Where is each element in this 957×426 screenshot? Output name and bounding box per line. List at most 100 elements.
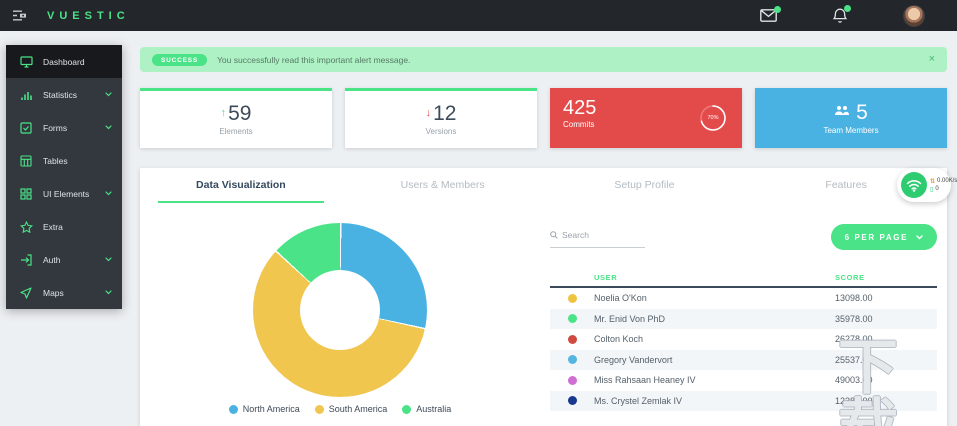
commits-count: 425 <box>563 97 597 119</box>
col-header-score: SCORE <box>835 272 865 282</box>
table-row[interactable]: Gregory Vandervort 25537.00 <box>550 349 937 370</box>
commits-progress-ring: 70% <box>698 103 728 133</box>
statistics-icon <box>19 89 33 101</box>
table-body: Noelia O'Kon 13098.00 Mr. Enid Von PhD 3597… <box>550 288 937 411</box>
versions-label: Versions <box>425 127 457 136</box>
table-controls: 6 PER PAGE <box>550 224 937 250</box>
notifications-icon[interactable] <box>833 4 851 24</box>
sidebar-item-label: Maps <box>43 287 64 298</box>
sidebar-item-forms[interactable]: Forms <box>6 111 122 144</box>
chart-column: North America South America Australia <box>140 202 540 414</box>
trend-up-icon: ↑ <box>220 107 227 119</box>
legend-item-south-america[interactable]: South America <box>314 404 388 414</box>
per-page-label: 6 PER PAGE <box>844 232 908 242</box>
tab-users-members[interactable]: Users & Members <box>400 179 485 191</box>
message-badge-dot <box>774 6 781 13</box>
top-navbar: VUESTIC <box>0 0 957 31</box>
score-table: USER SCORE Noelia O'Kon 13098.00 Mr. Enid … <box>550 268 937 411</box>
chart-legend: North America South America Australia <box>140 404 540 414</box>
sidebar-item-label: Extra <box>43 221 63 232</box>
user-color-dot <box>568 293 577 303</box>
sidebar-item-label: Forms <box>43 122 68 133</box>
commits-progress-label: 70% <box>707 115 719 121</box>
user-score-cell: 13098.00 <box>835 293 873 304</box>
user-score-cell: 12383.00 <box>835 395 873 406</box>
brand-logo[interactable]: VUESTIC <box>47 9 130 22</box>
search-box[interactable] <box>550 226 645 248</box>
elements-count: 59 <box>228 102 252 125</box>
search-input[interactable] <box>562 230 642 240</box>
auth-icon <box>19 253 33 266</box>
sidebar-item-label: UI Elements <box>43 188 90 199</box>
chevron-down-icon <box>105 257 112 262</box>
tab-features[interactable]: Features <box>825 179 867 191</box>
sidebar-item-auth[interactable]: Auth <box>6 243 122 276</box>
donut-hole <box>300 270 380 350</box>
table-row[interactable]: Noelia O'Kon 13098.00 <box>550 288 937 309</box>
versions-count: 12 <box>433 102 457 125</box>
sidebar-item-statistics[interactable]: Statistics <box>6 78 122 111</box>
chevron-down-icon <box>105 125 112 130</box>
sidebar-item-label: Statistics <box>43 89 78 100</box>
chevron-down-icon <box>105 191 112 196</box>
per-page-button[interactable]: 6 PER PAGE <box>830 224 937 250</box>
net-speed-widget[interactable]: ⇅ 0.00K/s ▯ 0 <box>897 168 957 202</box>
stat-card-elements[interactable]: ↑ 59 Elements <box>140 88 332 148</box>
legend-item-australia[interactable]: Australia <box>402 404 451 414</box>
user-color-dot <box>568 375 577 385</box>
sidebar-item-ui-elements[interactable]: UI Elements <box>6 177 122 210</box>
net-count-value: 0 <box>935 186 939 192</box>
table-row[interactable]: Mr. Enid Von PhD 35978.00 <box>550 308 937 329</box>
success-alert: SUCCESS You successfully read this impor… <box>140 47 947 72</box>
forms-icon <box>19 121 33 134</box>
tab-data-visualization[interactable]: Data Visualization <box>140 168 342 203</box>
legend-label: North America <box>242 404 300 414</box>
trend-down-icon: ↓ <box>425 107 432 119</box>
user-name-cell: Noelia O'Kon <box>594 293 647 304</box>
legend-label: South America <box>328 404 388 414</box>
search-icon <box>550 226 558 244</box>
stat-card-commits[interactable]: 425 Commits 70% <box>550 88 742 148</box>
user-color-dot <box>568 396 577 406</box>
tab-panel: North America South America Australia 6 PE… <box>140 202 947 414</box>
legend-dot <box>314 404 324 414</box>
donut-chart[interactable] <box>253 223 427 397</box>
tab-setup-profile[interactable]: Setup Profile <box>614 179 675 191</box>
user-color-dot <box>568 314 577 324</box>
messages-icon[interactable] <box>760 6 781 22</box>
navbar-right <box>760 4 925 27</box>
sidebar-item-tables[interactable]: Tables <box>6 144 122 177</box>
table-row[interactable]: Colton Koch 26278.00 <box>550 329 937 350</box>
user-name-cell: Mr. Enid Von PhD <box>594 313 666 324</box>
user-avatar[interactable] <box>903 4 925 27</box>
user-color-dot <box>568 355 577 365</box>
table-row[interactable]: Miss Rahsaan Heaney IV 49003.00 <box>550 370 937 391</box>
user-name-cell: Ms. Crystel Zemlak IV <box>594 395 683 406</box>
alert-close-icon[interactable]: × <box>928 53 935 65</box>
sidebar-item-label: Dashboard <box>43 56 85 67</box>
user-score-cell: 25537.00 <box>835 354 873 365</box>
sidebar-item-maps[interactable]: Maps <box>6 276 122 309</box>
sidebar-item-dashboard[interactable]: Dashboard <box>6 45 122 78</box>
chevron-down-icon <box>916 233 923 242</box>
menu-collapse-icon[interactable] <box>12 9 27 22</box>
tab-bar: Data Visualization Users & Members Setup P… <box>140 168 947 203</box>
alert-badge: SUCCESS <box>152 53 208 66</box>
stat-card-team[interactable]: 5 Team Members <box>755 88 947 148</box>
team-icon <box>834 103 850 121</box>
table-row[interactable]: Ms. Crystel Zemlak IV 12383.00 <box>550 390 937 411</box>
user-color-dot <box>568 334 577 344</box>
legend-item-north-america[interactable]: North America <box>228 404 300 414</box>
maps-icon <box>19 286 33 299</box>
sidebar: Dashboard Statistics Forms Tables UI Element… <box>6 45 122 309</box>
sidebar-item-extra[interactable]: Extra <box>6 210 122 243</box>
battery-icon: ▯ <box>930 186 934 193</box>
legend-dot <box>402 404 412 414</box>
user-name-cell: Miss Rahsaan Heaney IV <box>594 375 696 386</box>
user-name-cell: Gregory Vandervort <box>594 354 673 365</box>
sidebar-item-label: Tables <box>43 155 68 166</box>
col-header-user: USER <box>594 272 618 282</box>
dashboard-tabs-card: Data Visualization Users & Members Setup P… <box>140 168 947 426</box>
tables-icon <box>19 154 33 167</box>
stat-card-versions[interactable]: ↓ 12 Versions <box>345 88 537 148</box>
